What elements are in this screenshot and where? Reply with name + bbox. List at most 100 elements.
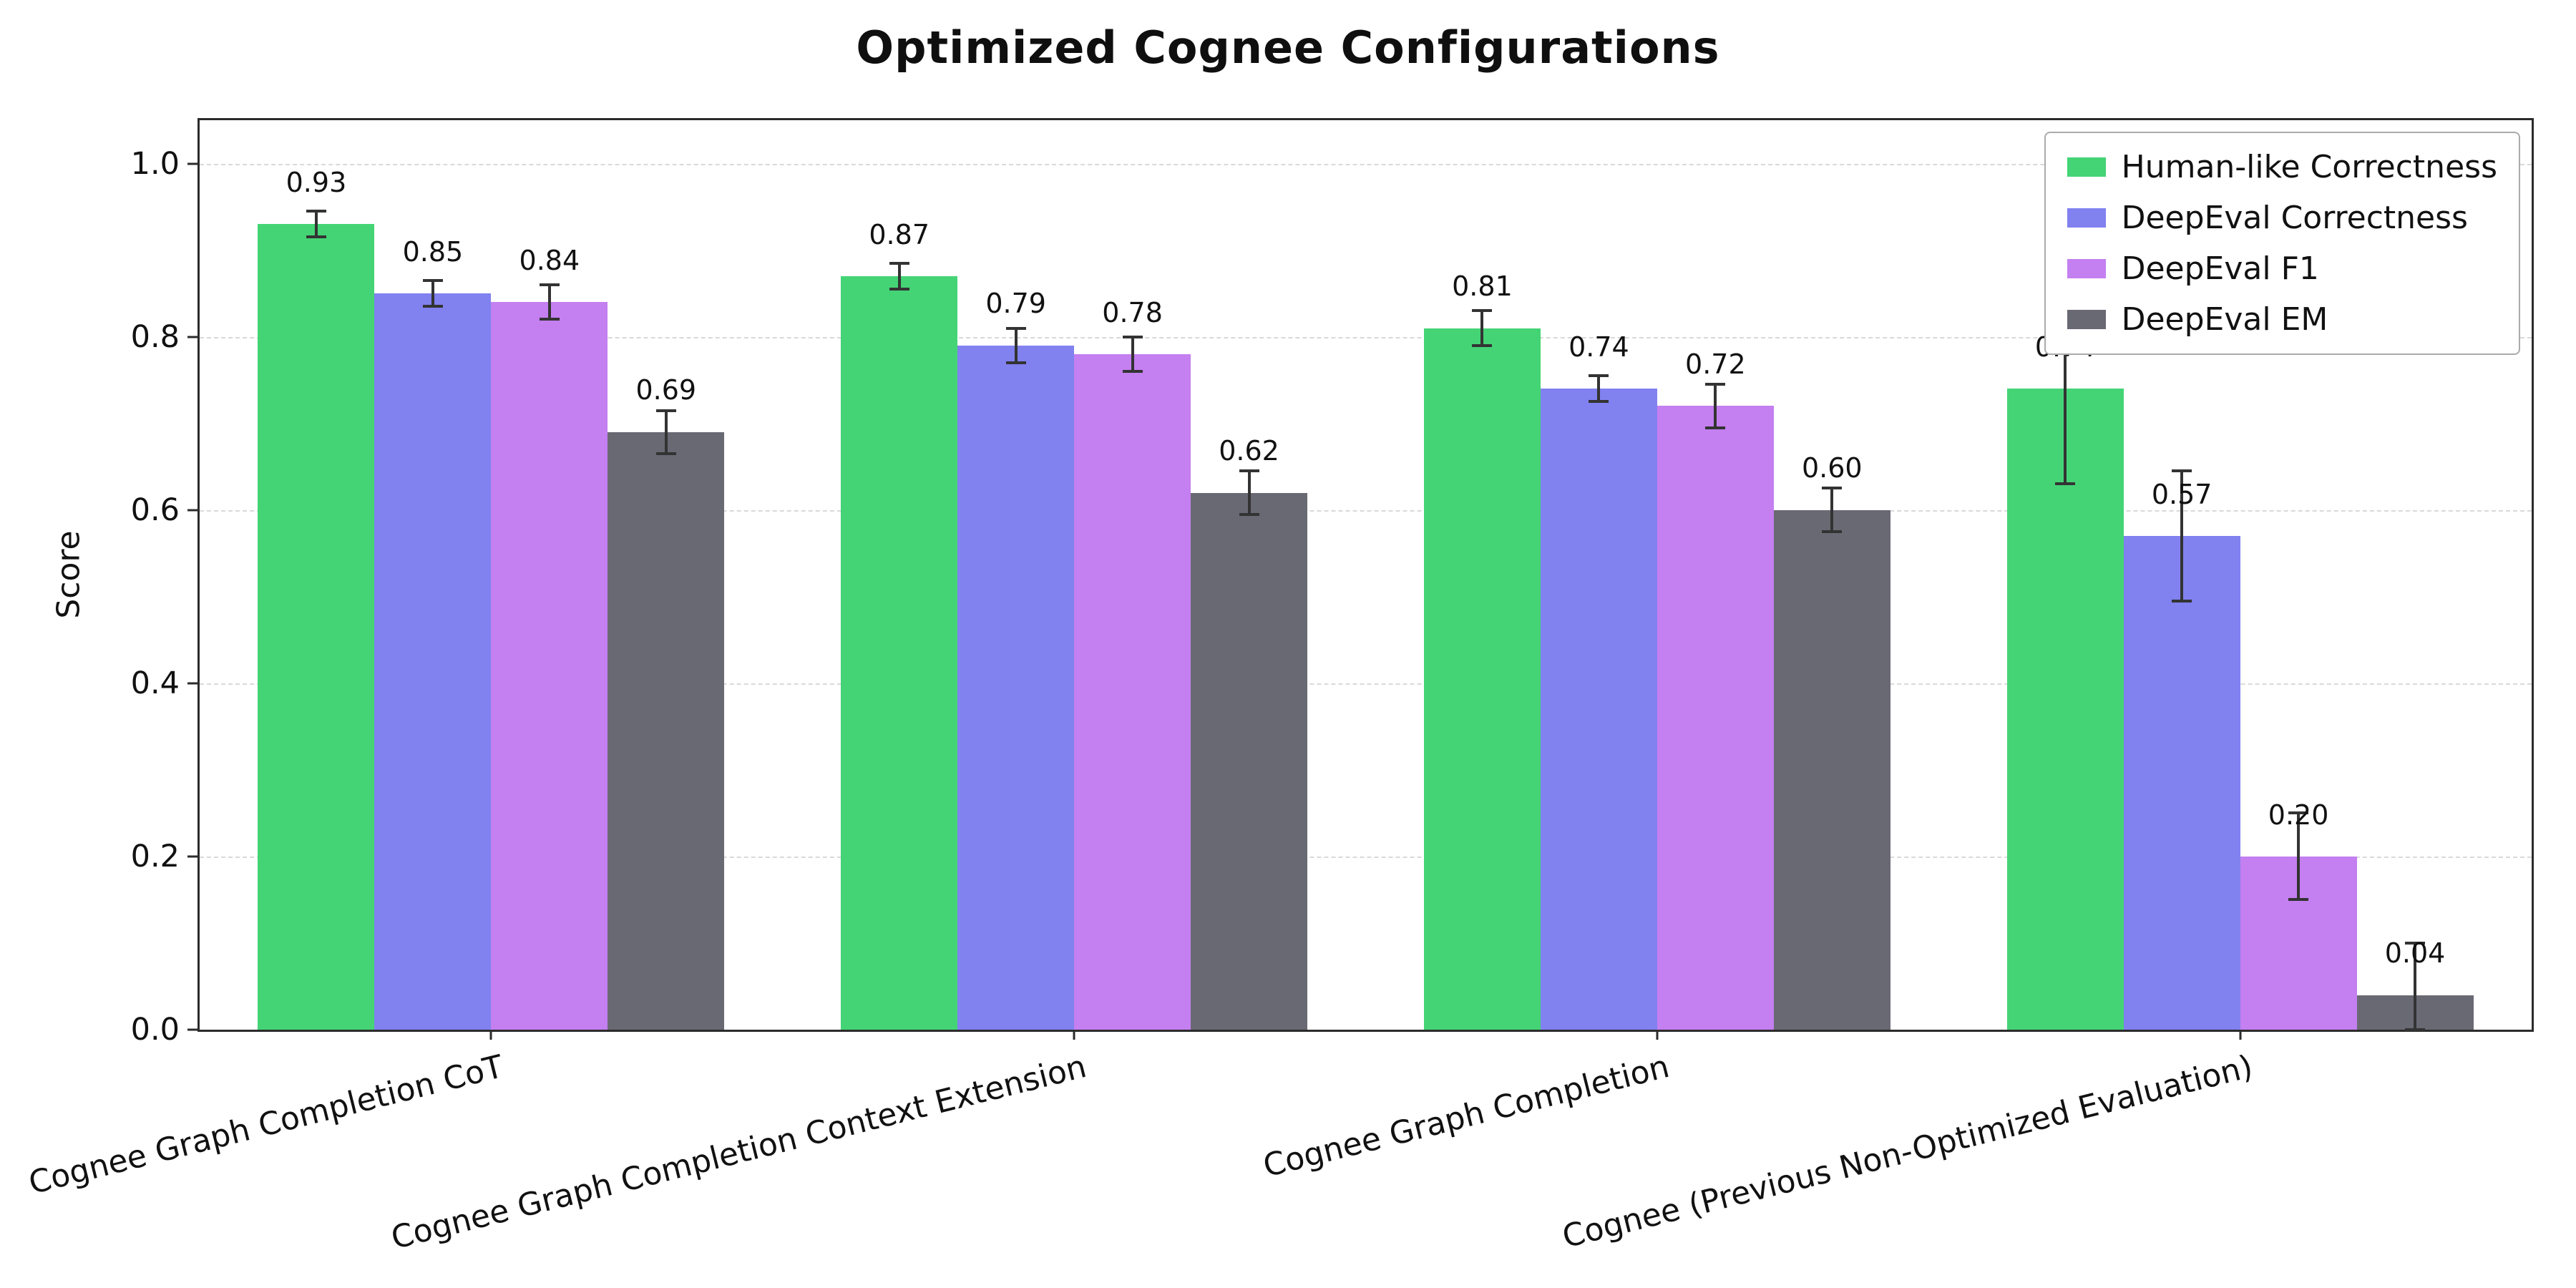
- error-bar-cap-bottom: [1005, 361, 1026, 364]
- error-bar-cap-bottom: [539, 318, 560, 321]
- plot-area: Human-like Correctness DeepEval Correctne…: [26, 118, 2534, 1257]
- bar-value-label: 0.62: [1219, 435, 1279, 467]
- error-bar: [314, 211, 318, 238]
- y-tick-mark: [187, 1028, 197, 1031]
- error-bar-cap-bottom: [2172, 599, 2192, 602]
- error-bar-cap-top: [2288, 811, 2309, 815]
- bar-value-label: 0.93: [286, 166, 347, 198]
- error-bar-cap-bottom: [889, 288, 909, 291]
- bar-value-label: 0.69: [635, 374, 697, 406]
- legend-item: Human-like Correctness: [2067, 149, 2497, 185]
- bar-value-label: 0.60: [1801, 452, 1863, 484]
- error-bar: [1597, 376, 1601, 402]
- bar: [1074, 353, 1191, 1030]
- error-bar-cap-bottom: [1822, 530, 1843, 533]
- bar-value-label: 0.87: [869, 218, 930, 250]
- y-tick-label: 0.8: [130, 318, 180, 355]
- error-bar-cap-top: [1005, 326, 1026, 330]
- error-bar: [2180, 471, 2184, 601]
- legend-swatch: [2067, 310, 2106, 329]
- error-bar-cap-top: [422, 278, 443, 282]
- bar: [491, 302, 608, 1030]
- error-bar-cap-bottom: [655, 452, 676, 456]
- y-tick-label: 0.2: [130, 838, 180, 874]
- error-bar: [1247, 471, 1251, 514]
- error-bar-cap-bottom: [1589, 400, 1609, 404]
- y-tick-label: 0.0: [130, 1012, 180, 1048]
- error-bar: [1131, 336, 1134, 372]
- bar-value-label: 0.78: [1102, 296, 1163, 328]
- error-bar-cap-top: [1589, 374, 1609, 378]
- error-bar-cap-bottom: [1472, 343, 1493, 347]
- legend-swatch: [2067, 157, 2106, 177]
- legend-item: DeepEval EM: [2067, 301, 2497, 338]
- error-bar-cap-top: [1472, 309, 1493, 313]
- error-bar-cap-bottom: [2055, 482, 2076, 486]
- x-tick-mark: [1073, 1030, 1075, 1040]
- bar: [1773, 509, 1890, 1030]
- error-bar: [1480, 311, 1484, 346]
- error-bar: [1830, 488, 1834, 532]
- error-bar-cap-top: [539, 283, 560, 286]
- legend-item: DeepEval F1: [2067, 250, 2497, 287]
- error-bar-cap-bottom: [422, 305, 443, 308]
- gridline: [200, 683, 2532, 685]
- gridline: [200, 509, 2532, 512]
- error-bar-cap-top: [2405, 941, 2426, 945]
- legend-swatch: [2067, 208, 2106, 228]
- error-bar-cap-top: [306, 210, 326, 213]
- bar-value-label: 0.85: [402, 235, 464, 268]
- y-tick-mark: [187, 682, 197, 685]
- y-tick-label: 1.0: [130, 145, 180, 182]
- x-tick-label-text: Cognee Graph Completion: [1259, 1048, 1674, 1185]
- x-tick-mark: [489, 1030, 492, 1040]
- error-bar: [1714, 384, 1717, 428]
- error-bar: [2414, 942, 2417, 1030]
- bar: [2123, 536, 2240, 1030]
- bar-value-label: 0.79: [985, 288, 1046, 320]
- x-tick-mark: [1656, 1030, 1659, 1040]
- error-bar-cap-top: [1122, 335, 1143, 338]
- legend-label: DeepEval Correctness: [2121, 200, 2468, 236]
- error-bar-cap-bottom: [306, 235, 326, 239]
- legend-label: DeepEval EM: [2121, 301, 2328, 338]
- y-tick-mark: [187, 336, 197, 338]
- legend-swatch: [2067, 259, 2106, 278]
- legend-label: Human-like Correctness: [2121, 149, 2497, 185]
- error-bar: [547, 284, 551, 320]
- x-tick-mark: [2239, 1030, 2242, 1040]
- bar-value-label: 0.57: [2151, 478, 2212, 510]
- y-tick-mark: [187, 509, 197, 512]
- bar: [841, 275, 958, 1030]
- bar-value-label: 0.04: [2384, 937, 2446, 970]
- chart-title: Optimized Cognee Configurations: [856, 21, 1720, 74]
- x-tick-label-text: Cognee Graph Completion CoT: [25, 1048, 507, 1202]
- bar: [258, 224, 375, 1030]
- legend-item: DeepEval Correctness: [2067, 200, 2497, 236]
- gridline: [200, 856, 2532, 858]
- y-tick-mark: [187, 162, 197, 165]
- bar-value-label: 0.72: [1685, 348, 1746, 381]
- gridline: [200, 163, 2532, 165]
- bar: [2006, 389, 2124, 1030]
- error-bar-cap-bottom: [1122, 370, 1143, 374]
- error-bar-cap-top: [1822, 487, 1843, 490]
- y-tick-label: 0.6: [130, 492, 180, 528]
- bar: [1423, 328, 1541, 1030]
- error-bar-cap-top: [1705, 383, 1726, 386]
- error-bar: [897, 263, 901, 290]
- error-bar-cap-bottom: [1705, 426, 1726, 429]
- error-bar: [664, 410, 668, 454]
- bar: [1657, 406, 1774, 1030]
- error-bar: [2297, 813, 2301, 900]
- bar: [374, 293, 492, 1030]
- bar-value-label: 0.20: [2268, 799, 2329, 831]
- legend-label: DeepEval F1: [2121, 250, 2319, 287]
- error-bar-cap-top: [655, 409, 676, 412]
- bar-value-label: 0.74: [1568, 331, 1629, 363]
- error-bar-cap-bottom: [2288, 898, 2309, 902]
- error-bar-cap-top: [1239, 469, 1259, 473]
- bar: [608, 431, 725, 1030]
- gridline: [200, 336, 2532, 338]
